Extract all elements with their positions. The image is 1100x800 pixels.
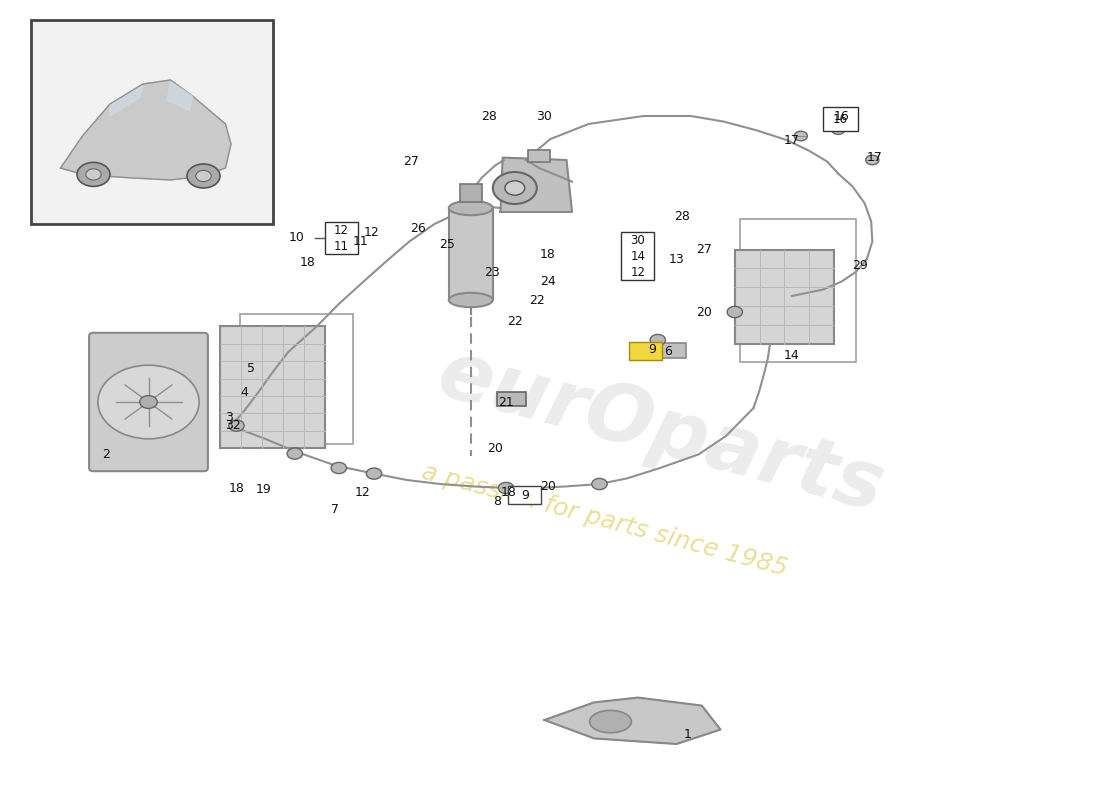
Circle shape bbox=[866, 155, 879, 165]
Text: 24: 24 bbox=[540, 275, 556, 288]
Circle shape bbox=[650, 334, 666, 346]
Text: 17: 17 bbox=[867, 151, 882, 164]
Text: 11: 11 bbox=[353, 235, 369, 248]
Bar bbox=[621, 232, 654, 280]
Bar bbox=[220, 326, 324, 448]
Text: 28: 28 bbox=[482, 110, 497, 122]
Text: 26: 26 bbox=[410, 222, 426, 234]
Text: 27: 27 bbox=[696, 243, 712, 256]
Polygon shape bbox=[544, 698, 720, 744]
Text: 30: 30 bbox=[537, 110, 552, 122]
Text: 25: 25 bbox=[439, 238, 454, 250]
Text: 23: 23 bbox=[484, 266, 499, 278]
Text: 20: 20 bbox=[696, 306, 712, 318]
Text: 20: 20 bbox=[487, 442, 503, 454]
Circle shape bbox=[187, 164, 220, 188]
FancyBboxPatch shape bbox=[89, 333, 208, 471]
Bar bbox=[449, 208, 493, 300]
Bar bbox=[528, 150, 550, 162]
Text: 1: 1 bbox=[683, 728, 692, 741]
Text: 17: 17 bbox=[784, 134, 800, 146]
Text: 16: 16 bbox=[834, 110, 849, 122]
Bar bbox=[240, 314, 353, 444]
Text: 32: 32 bbox=[226, 419, 241, 432]
Text: 22: 22 bbox=[529, 294, 544, 306]
Circle shape bbox=[287, 448, 303, 459]
Circle shape bbox=[86, 169, 101, 180]
Circle shape bbox=[832, 125, 845, 134]
Text: 16: 16 bbox=[833, 113, 848, 126]
Bar bbox=[508, 486, 541, 504]
Polygon shape bbox=[167, 82, 192, 110]
Text: 12: 12 bbox=[364, 226, 380, 238]
Text: 20: 20 bbox=[540, 480, 556, 493]
Text: 29: 29 bbox=[852, 259, 868, 272]
Text: 14: 14 bbox=[630, 250, 646, 262]
Text: 12: 12 bbox=[333, 224, 349, 237]
Text: 18: 18 bbox=[229, 482, 244, 494]
Text: 18: 18 bbox=[500, 486, 516, 498]
Bar bbox=[31, 20, 273, 224]
Circle shape bbox=[505, 181, 525, 195]
Circle shape bbox=[98, 365, 199, 438]
Text: 22: 22 bbox=[507, 315, 522, 328]
Text: 21: 21 bbox=[498, 396, 514, 409]
Ellipse shape bbox=[449, 293, 493, 307]
Circle shape bbox=[229, 420, 244, 431]
Bar bbox=[735, 250, 834, 344]
Text: 11: 11 bbox=[333, 240, 349, 253]
Text: 13: 13 bbox=[669, 253, 684, 266]
Text: 9: 9 bbox=[648, 343, 657, 356]
Polygon shape bbox=[110, 86, 143, 116]
Bar bbox=[629, 342, 662, 360]
Text: 18: 18 bbox=[540, 248, 556, 261]
Text: a passion for parts since 1985: a passion for parts since 1985 bbox=[419, 459, 791, 581]
Text: 6: 6 bbox=[663, 346, 672, 358]
Text: 3: 3 bbox=[224, 411, 233, 424]
Text: eurOparts: eurOparts bbox=[429, 335, 891, 529]
Ellipse shape bbox=[590, 710, 631, 733]
Circle shape bbox=[498, 482, 514, 494]
Text: 5: 5 bbox=[246, 362, 255, 374]
Circle shape bbox=[196, 170, 211, 182]
Polygon shape bbox=[500, 158, 572, 212]
Text: 2: 2 bbox=[101, 448, 110, 461]
Circle shape bbox=[794, 131, 807, 141]
Ellipse shape bbox=[449, 201, 493, 215]
Text: 27: 27 bbox=[404, 155, 419, 168]
Bar bbox=[740, 219, 856, 362]
Circle shape bbox=[366, 468, 382, 479]
Text: 12: 12 bbox=[630, 266, 646, 278]
Bar bbox=[324, 222, 358, 254]
Text: 8: 8 bbox=[493, 495, 502, 508]
Text: 12: 12 bbox=[355, 486, 371, 498]
Text: 19: 19 bbox=[256, 483, 272, 496]
Text: 18: 18 bbox=[300, 256, 316, 269]
Text: 10: 10 bbox=[289, 231, 305, 244]
Bar bbox=[662, 343, 686, 358]
Text: 14: 14 bbox=[784, 350, 800, 362]
Circle shape bbox=[140, 395, 157, 408]
Text: 7: 7 bbox=[331, 503, 340, 516]
Circle shape bbox=[592, 478, 607, 490]
Text: 4: 4 bbox=[240, 386, 249, 398]
Polygon shape bbox=[60, 80, 231, 180]
Circle shape bbox=[77, 162, 110, 186]
Text: 9: 9 bbox=[520, 489, 529, 502]
Text: 28: 28 bbox=[674, 210, 690, 222]
Bar bbox=[823, 107, 858, 131]
Circle shape bbox=[493, 172, 537, 204]
Text: 30: 30 bbox=[630, 234, 646, 246]
Bar bbox=[497, 392, 526, 406]
Circle shape bbox=[727, 306, 742, 318]
Bar bbox=[460, 184, 482, 202]
Circle shape bbox=[331, 462, 346, 474]
